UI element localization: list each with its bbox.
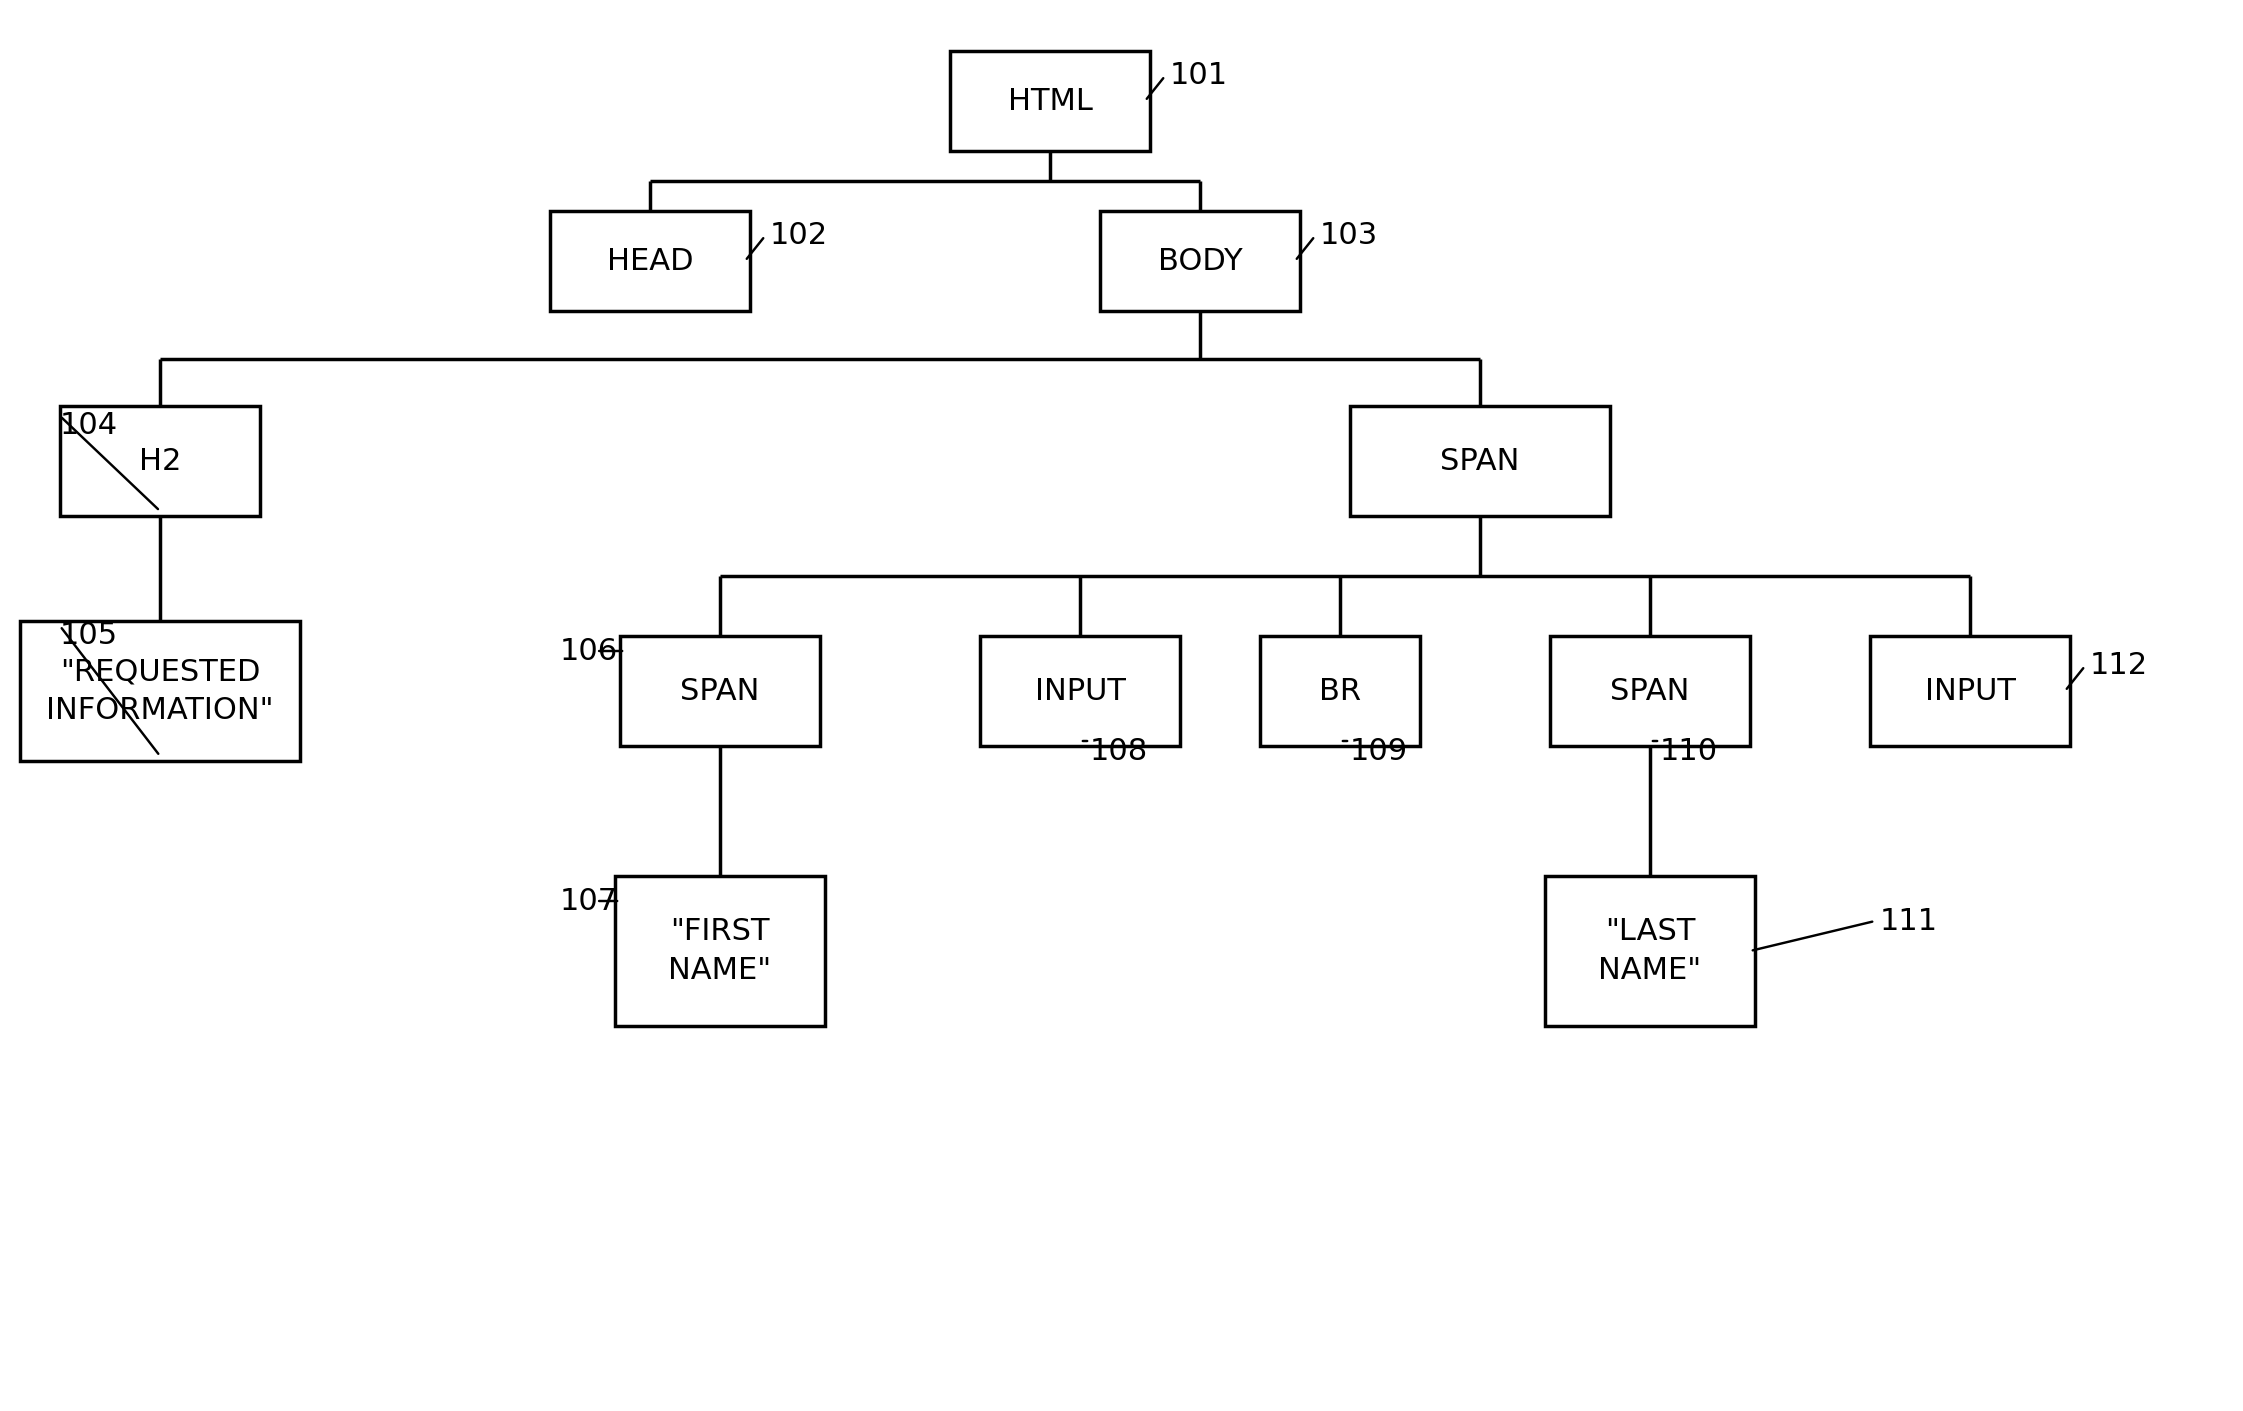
Text: 103: 103 <box>1319 222 1377 251</box>
Text: HTML: HTML <box>1007 86 1092 116</box>
FancyBboxPatch shape <box>1871 636 2070 746</box>
FancyBboxPatch shape <box>951 51 1151 151</box>
Text: 110: 110 <box>1660 737 1718 766</box>
Text: 107: 107 <box>561 886 619 916</box>
Text: SPAN: SPAN <box>680 676 760 706</box>
Text: 101: 101 <box>1171 62 1229 90</box>
FancyBboxPatch shape <box>550 212 749 310</box>
FancyBboxPatch shape <box>61 406 260 516</box>
FancyBboxPatch shape <box>1545 876 1754 1026</box>
Text: SPAN: SPAN <box>1440 446 1521 476</box>
FancyBboxPatch shape <box>619 636 821 746</box>
Text: BR: BR <box>1319 676 1362 706</box>
Text: HEAD: HEAD <box>608 247 693 275</box>
FancyBboxPatch shape <box>20 621 301 761</box>
FancyBboxPatch shape <box>1550 636 1750 746</box>
Text: 105: 105 <box>61 621 119 650</box>
FancyBboxPatch shape <box>1099 212 1301 310</box>
Text: "FIRST
NAME": "FIRST NAME" <box>668 917 772 985</box>
Text: 102: 102 <box>769 222 828 251</box>
Text: 104: 104 <box>61 412 119 440</box>
Text: 106: 106 <box>561 636 619 666</box>
Text: 108: 108 <box>1090 737 1148 766</box>
FancyBboxPatch shape <box>1350 406 1610 516</box>
Text: INPUT: INPUT <box>1924 676 2016 706</box>
Text: BODY: BODY <box>1157 247 1243 275</box>
Text: "REQUESTED
INFORMATION": "REQUESTED INFORMATION" <box>47 658 274 725</box>
Text: H2: H2 <box>139 446 182 476</box>
Text: INPUT: INPUT <box>1034 676 1126 706</box>
Text: SPAN: SPAN <box>1610 676 1689 706</box>
Text: "LAST
NAME": "LAST NAME" <box>1599 917 1702 985</box>
FancyBboxPatch shape <box>1261 636 1420 746</box>
FancyBboxPatch shape <box>615 876 825 1026</box>
FancyBboxPatch shape <box>980 636 1180 746</box>
Text: 112: 112 <box>2090 652 2149 680</box>
Text: 109: 109 <box>1350 737 1409 766</box>
Text: 111: 111 <box>1880 906 1938 935</box>
